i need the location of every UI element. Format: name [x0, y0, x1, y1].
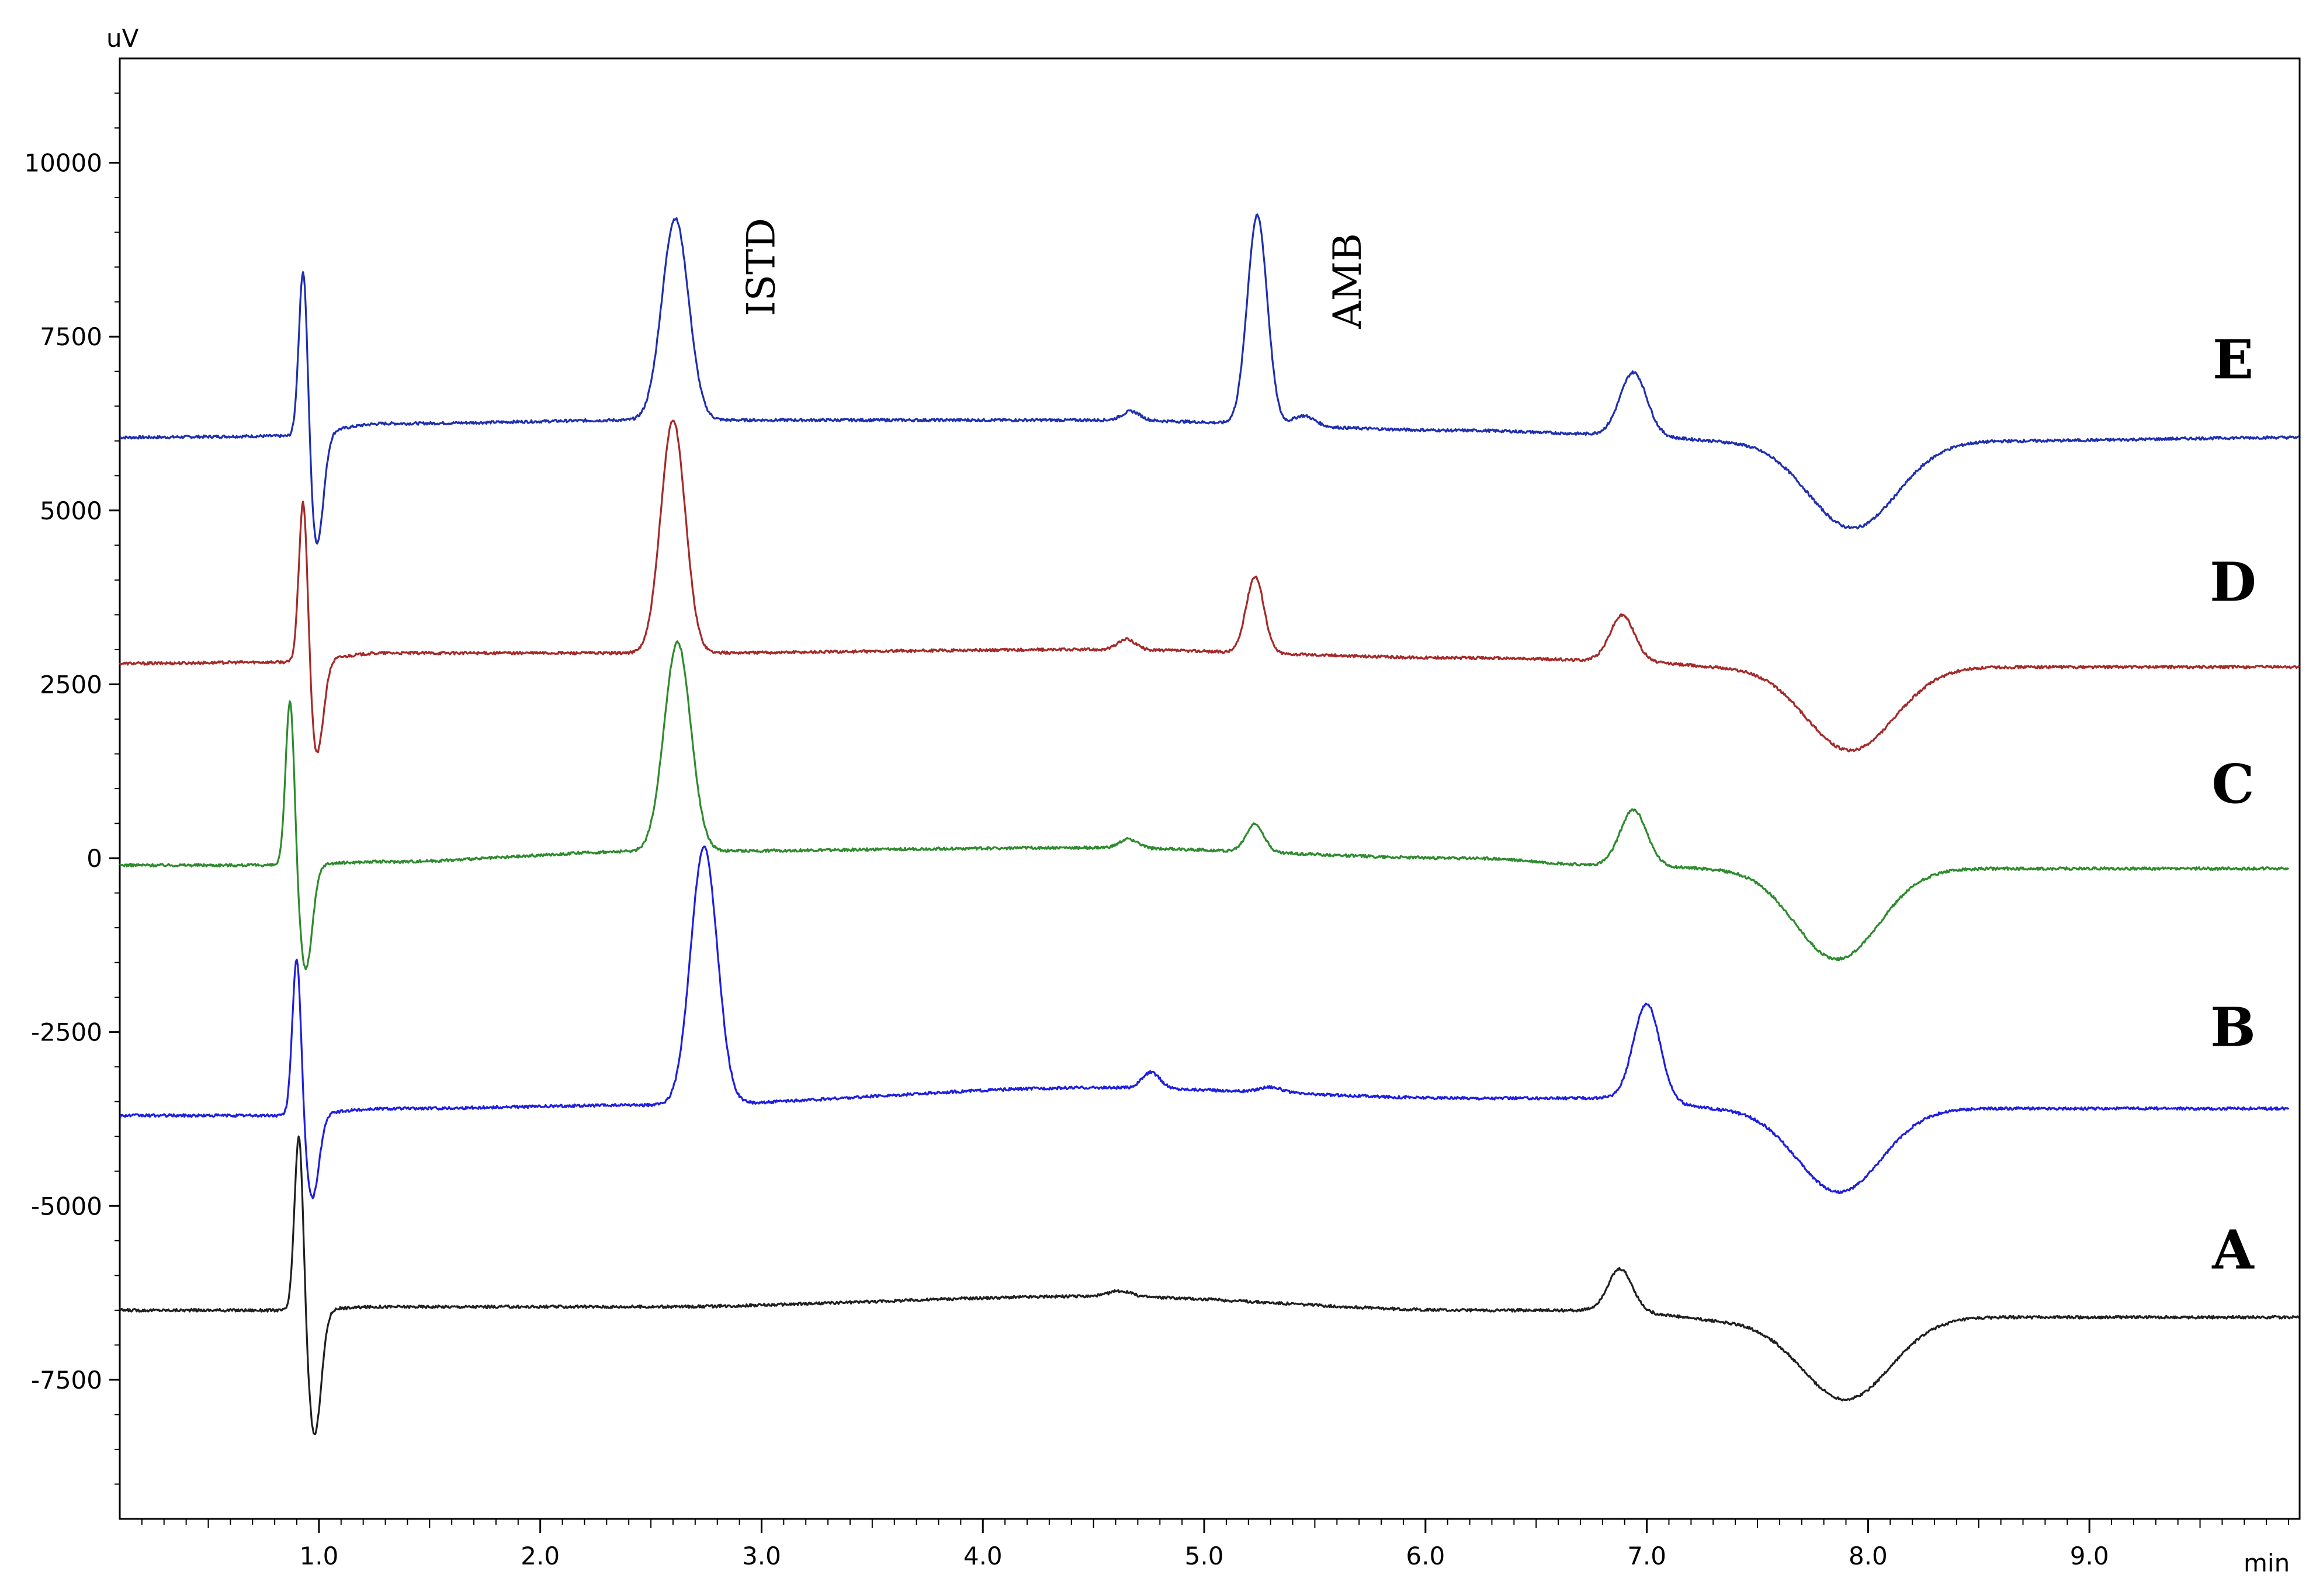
series-label-E: E	[2213, 328, 2253, 391]
x-tick-label: 7.0	[1627, 1542, 1666, 1570]
series-labels: E D C B A	[2210, 328, 2256, 1282]
y-tick-label: -7500	[31, 1366, 102, 1394]
x-tick-label: 1.0	[300, 1542, 339, 1570]
x-tick-label: 9.0	[2070, 1542, 2109, 1570]
y-tick-label: -2500	[31, 1018, 102, 1047]
series-line-C	[119, 640, 2290, 970]
series-label-D: D	[2210, 551, 2256, 614]
y-tick-label: 5000	[40, 497, 102, 525]
peak-annotations: ISTD AMB	[738, 218, 1370, 329]
series-lines	[119, 213, 2300, 1435]
series-line-D	[119, 419, 2300, 754]
y-axis-unit: uV	[106, 24, 139, 53]
x-tick-label: 3.0	[742, 1542, 781, 1570]
y-axis: 10000 7500 5000 2500 0 -2500 -5000 -7500	[24, 92, 120, 1485]
series-label-A: A	[2211, 1218, 2255, 1281]
plot-frame	[119, 57, 2301, 1520]
x-tick-label: 5.0	[1185, 1542, 1224, 1570]
y-tick-label: 7500	[40, 322, 102, 351]
x-tick-label: 8.0	[1849, 1542, 1888, 1570]
peak-annotation: AMB	[1325, 233, 1370, 329]
x-axis: 1.0 2.0 3.0 4.0 5.0 6.0 7.0 8.0 9.0	[141, 1519, 2290, 1570]
x-axis-unit: min	[2244, 1549, 2290, 1577]
series-label-B: B	[2210, 995, 2256, 1059]
series-label-C: C	[2211, 752, 2254, 816]
series-line-B	[119, 845, 2290, 1199]
y-tick-label: 0	[86, 844, 102, 873]
y-tick-label: -5000	[31, 1192, 102, 1220]
y-tick-label: 2500	[40, 670, 102, 699]
series-line-A	[119, 1135, 2300, 1435]
y-tick-label: 10000	[24, 149, 102, 178]
x-tick-label: 6.0	[1406, 1542, 1445, 1570]
x-tick-label: 2.0	[521, 1542, 560, 1570]
peak-annotation: ISTD	[738, 218, 783, 316]
x-tick-label: 4.0	[963, 1542, 1003, 1570]
series-line-E	[119, 213, 2300, 545]
